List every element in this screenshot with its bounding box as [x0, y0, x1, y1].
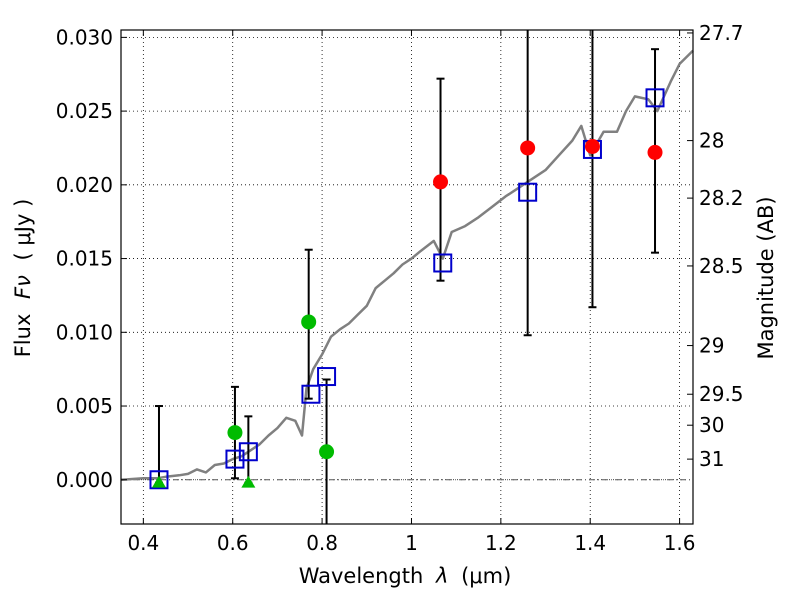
model-photometry-square: [433, 253, 453, 273]
y2-tick-label: 28.2: [699, 186, 744, 210]
y2-tick-label: 28.5: [699, 254, 744, 278]
y-tick-label: 0.005: [56, 394, 113, 418]
model-photometry-square: [301, 384, 321, 404]
y-axis-label-symbol: Fν: [11, 275, 35, 299]
plot-frame: [120, 29, 694, 525]
observed-flux-green-point: [319, 444, 335, 460]
y2-tick-label: 31: [699, 447, 724, 471]
axis-ticks: 0.4 0.6 0.8 1 1.2 1.4 1.6 0.000 0.005 0.010 0.015 0…: [56, 21, 744, 555]
x-axis-label-unit: (μm): [461, 564, 511, 588]
observed-flux-red-point: [433, 174, 449, 190]
grid-lines: [121, 30, 693, 524]
observed-limit-green-triangle: [241, 475, 256, 488]
observed-limit-green-triangle: [151, 475, 166, 488]
model-photometry-square: [645, 88, 665, 108]
model-photometry-square: [317, 367, 337, 387]
y-tick-label: 0.030: [56, 25, 113, 49]
y-tick-label: 0.000: [56, 468, 113, 492]
x-tick-label: 1: [405, 531, 418, 555]
plot-background: [121, 30, 693, 524]
y2-tick-label: 30: [699, 413, 724, 437]
y-tick-label: 0.025: [56, 99, 113, 123]
observed-flux-green-point: [227, 425, 243, 441]
y-axis-label-unit: ( μJy ): [11, 199, 35, 261]
observed-flux-red-point: [647, 144, 663, 160]
y2-tick-label: 29: [699, 334, 724, 358]
x-tick-label: 0.8: [306, 531, 338, 555]
model-photometry-square: [225, 449, 245, 469]
x-tick-label: 1.4: [574, 531, 606, 555]
y-tick-label: 0.020: [56, 173, 113, 197]
x-tick-label: 1.6: [664, 531, 696, 555]
y-tick-label: 0.015: [56, 247, 113, 271]
data-markers: [149, 88, 665, 490]
x-axis-label-text: Wavelength: [299, 564, 424, 588]
observed-flux-red-point: [520, 140, 536, 156]
y2-tick-label: 27.7: [699, 21, 744, 45]
y-axis-label-text: Flux: [11, 314, 35, 358]
model-photometry-square: [238, 442, 258, 462]
model-photometry-square: [518, 182, 538, 202]
x-tick-label: 1.2: [485, 531, 517, 555]
y2-axis-label: Magnitude (AB): [754, 196, 778, 359]
observed-flux-green-point: [301, 314, 317, 330]
y-axis-label: Flux Fν ( μJy ): [11, 199, 35, 358]
y2-tick-label: 29.5: [699, 382, 744, 406]
x-axis-label-symbol: λ: [435, 564, 448, 588]
model-photometry-square: [149, 470, 169, 490]
y-tick-label: 0.010: [56, 320, 113, 344]
observed-flux-red-point: [584, 138, 600, 154]
x-tick-label: 0.6: [217, 531, 249, 555]
x-tick-label: 0.4: [127, 531, 159, 555]
y2-tick-label: 28: [699, 129, 724, 153]
x-axis-label: Wavelength λ (μm): [299, 564, 512, 588]
